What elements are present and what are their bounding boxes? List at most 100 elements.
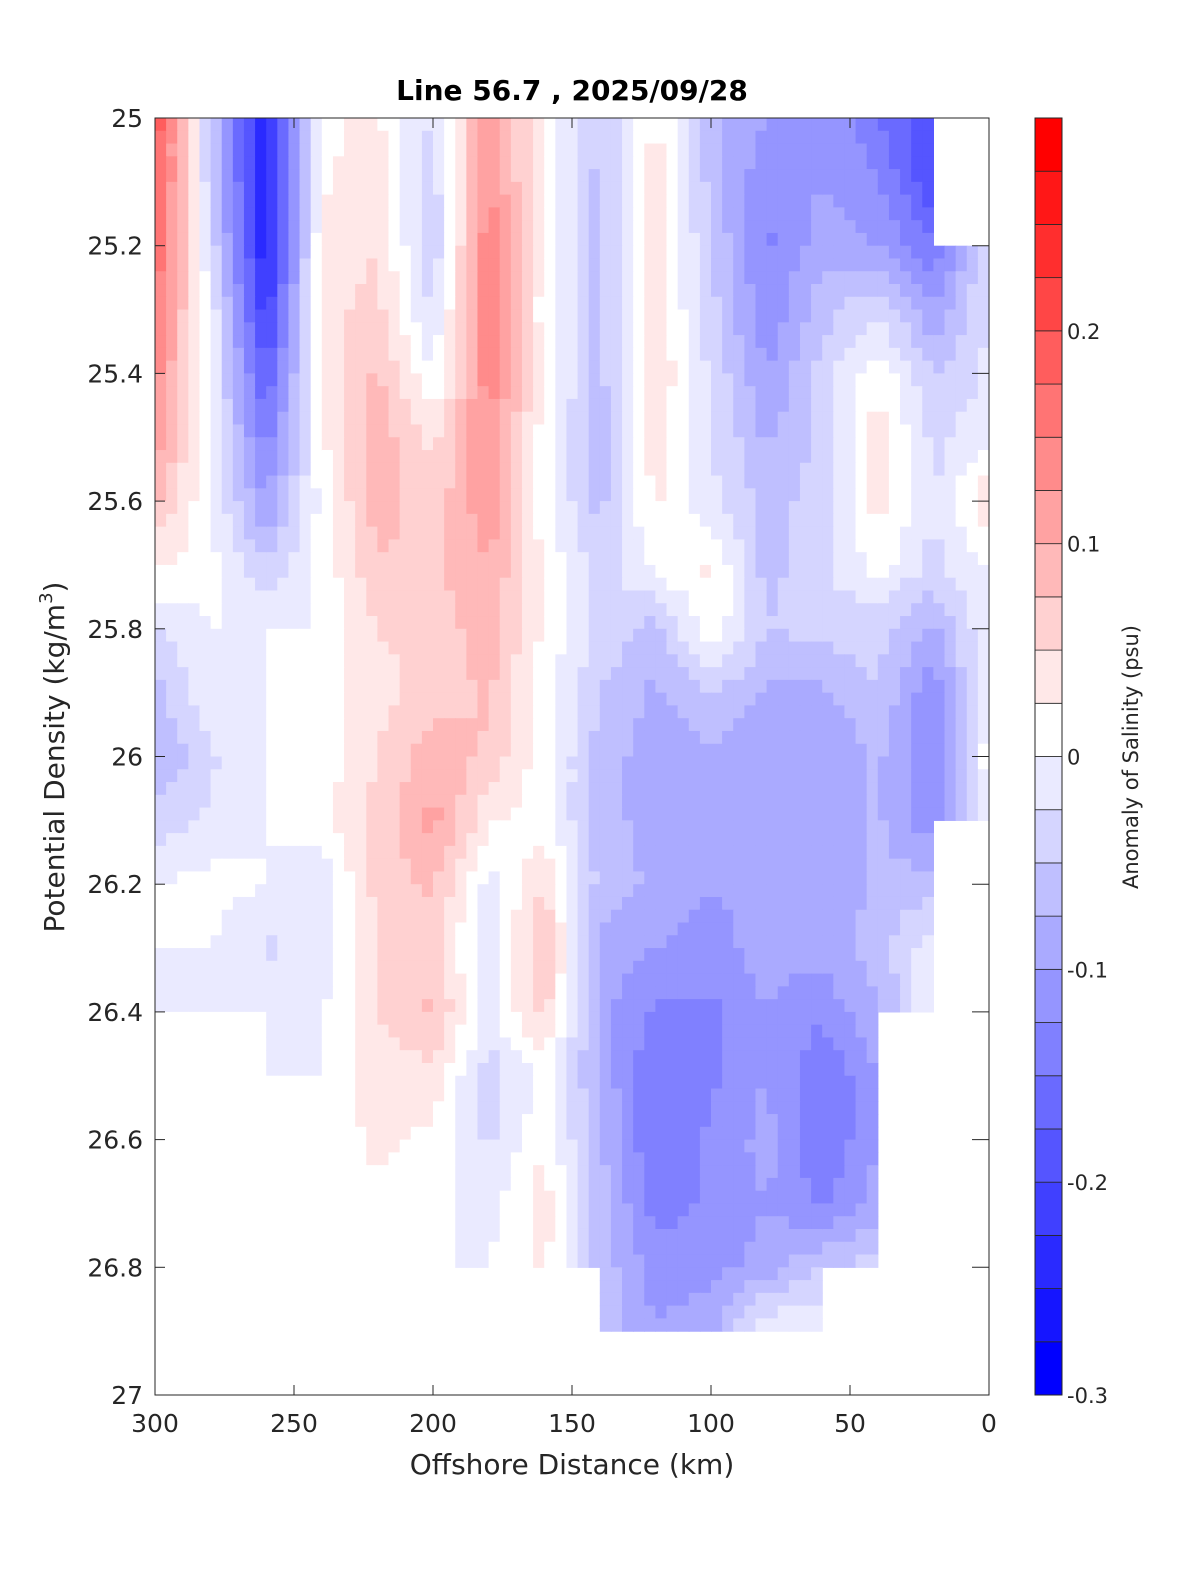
heatmap-cell bbox=[533, 450, 545, 464]
heatmap-cell bbox=[799, 258, 812, 272]
heatmap-cell bbox=[243, 284, 256, 298]
heatmap-cell bbox=[788, 488, 801, 502]
heatmap-cell bbox=[599, 922, 612, 936]
heatmap-cell bbox=[355, 603, 367, 617]
heatmap-cell bbox=[232, 437, 245, 451]
heatmap-cell bbox=[455, 948, 467, 962]
heatmap-cell bbox=[577, 143, 590, 157]
heatmap-cell bbox=[266, 450, 278, 464]
heatmap-cell bbox=[622, 782, 634, 796]
heatmap-cell bbox=[955, 284, 968, 298]
heatmap-cell bbox=[399, 488, 412, 502]
heatmap-cell bbox=[799, 641, 812, 655]
heatmap-cell bbox=[655, 616, 668, 630]
heatmap-cell bbox=[666, 194, 679, 208]
heatmap-cell bbox=[177, 577, 189, 592]
heatmap-cell bbox=[755, 232, 768, 247]
heatmap-cell bbox=[633, 654, 645, 668]
heatmap-cell bbox=[466, 309, 479, 323]
heatmap-cell bbox=[577, 718, 590, 732]
heatmap-cell bbox=[455, 756, 467, 770]
heatmap-cell bbox=[966, 552, 979, 566]
heatmap-cell bbox=[711, 730, 723, 745]
heatmap-cell bbox=[377, 335, 390, 349]
heatmap-cell bbox=[888, 935, 901, 949]
heatmap-cell bbox=[799, 488, 812, 502]
heatmap-cell bbox=[822, 398, 834, 413]
heatmap-cell bbox=[433, 437, 445, 451]
heatmap-cell bbox=[421, 692, 434, 707]
heatmap-cell bbox=[900, 462, 912, 477]
heatmap-cell bbox=[655, 284, 668, 298]
heatmap-cell bbox=[232, 616, 245, 630]
heatmap-cell bbox=[866, 807, 879, 821]
heatmap-cell bbox=[844, 335, 857, 349]
heatmap-cell bbox=[332, 181, 345, 196]
heatmap-cell bbox=[421, 296, 434, 311]
heatmap-cell bbox=[488, 552, 501, 566]
heatmap-cell bbox=[377, 999, 390, 1013]
heatmap-cell bbox=[677, 475, 690, 489]
heatmap-cell bbox=[243, 398, 256, 413]
heatmap-cell bbox=[955, 564, 968, 579]
heatmap-cell bbox=[388, 935, 401, 949]
heatmap-cell bbox=[410, 845, 423, 860]
heatmap-cell bbox=[622, 807, 634, 821]
heatmap-cell bbox=[744, 194, 757, 208]
heatmap-cell bbox=[210, 718, 223, 732]
heatmap-cell bbox=[744, 271, 757, 285]
heatmap-cell bbox=[866, 232, 879, 247]
heatmap-cell bbox=[933, 501, 946, 515]
heatmap-cell bbox=[488, 386, 501, 400]
heatmap-cell bbox=[177, 590, 189, 604]
heatmap-cell bbox=[666, 347, 679, 362]
heatmap-cell bbox=[866, 130, 879, 145]
heatmap-cell bbox=[533, 769, 545, 783]
heatmap-cell bbox=[599, 220, 612, 234]
heatmap-cell bbox=[610, 896, 623, 911]
heatmap-cell bbox=[922, 794, 934, 809]
heatmap-cell bbox=[622, 730, 634, 745]
heatmap-cell bbox=[699, 513, 712, 528]
heatmap-cell bbox=[355, 794, 367, 809]
heatmap-cell bbox=[299, 462, 312, 477]
heatmap-cell bbox=[544, 603, 556, 617]
heatmap-cell bbox=[788, 552, 801, 566]
heatmap-cell bbox=[366, 999, 378, 1013]
heatmap-cell bbox=[566, 769, 579, 783]
heatmap-cell bbox=[677, 743, 690, 758]
heatmap-cell bbox=[310, 284, 323, 298]
heatmap-cell bbox=[966, 322, 979, 336]
heatmap-cell bbox=[911, 743, 923, 758]
heatmap-cell bbox=[344, 526, 356, 541]
heatmap-cell bbox=[499, 782, 512, 796]
heatmap-cell bbox=[288, 705, 301, 719]
heatmap-cell bbox=[822, 232, 834, 247]
heatmap-cell bbox=[610, 986, 623, 1000]
heatmap-cell bbox=[355, 564, 367, 579]
heatmap-cell bbox=[677, 616, 690, 630]
heatmap-cell bbox=[911, 858, 923, 873]
heatmap-cell bbox=[822, 335, 834, 349]
heatmap-cell bbox=[633, 130, 645, 145]
heatmap-cell bbox=[588, 845, 601, 860]
heatmap-cell bbox=[221, 973, 234, 987]
heatmap-cell bbox=[588, 360, 601, 374]
heatmap-cell bbox=[321, 220, 334, 234]
heatmap-cell bbox=[433, 922, 445, 936]
heatmap-cell bbox=[788, 692, 801, 707]
heatmap-cell bbox=[655, 922, 668, 936]
heatmap-cell bbox=[266, 207, 278, 221]
heatmap-cell bbox=[677, 756, 690, 770]
heatmap-cell bbox=[533, 284, 545, 298]
heatmap-cell bbox=[644, 667, 656, 681]
heatmap-cell bbox=[332, 232, 345, 247]
heatmap-cell bbox=[299, 411, 312, 426]
heatmap-cell bbox=[355, 245, 367, 260]
heatmap-cell bbox=[288, 973, 301, 987]
heatmap-cell bbox=[766, 782, 779, 796]
heatmap-cell bbox=[177, 884, 189, 898]
heatmap-cell bbox=[633, 335, 645, 349]
heatmap-cell bbox=[844, 794, 857, 809]
heatmap-cell bbox=[277, 130, 290, 145]
